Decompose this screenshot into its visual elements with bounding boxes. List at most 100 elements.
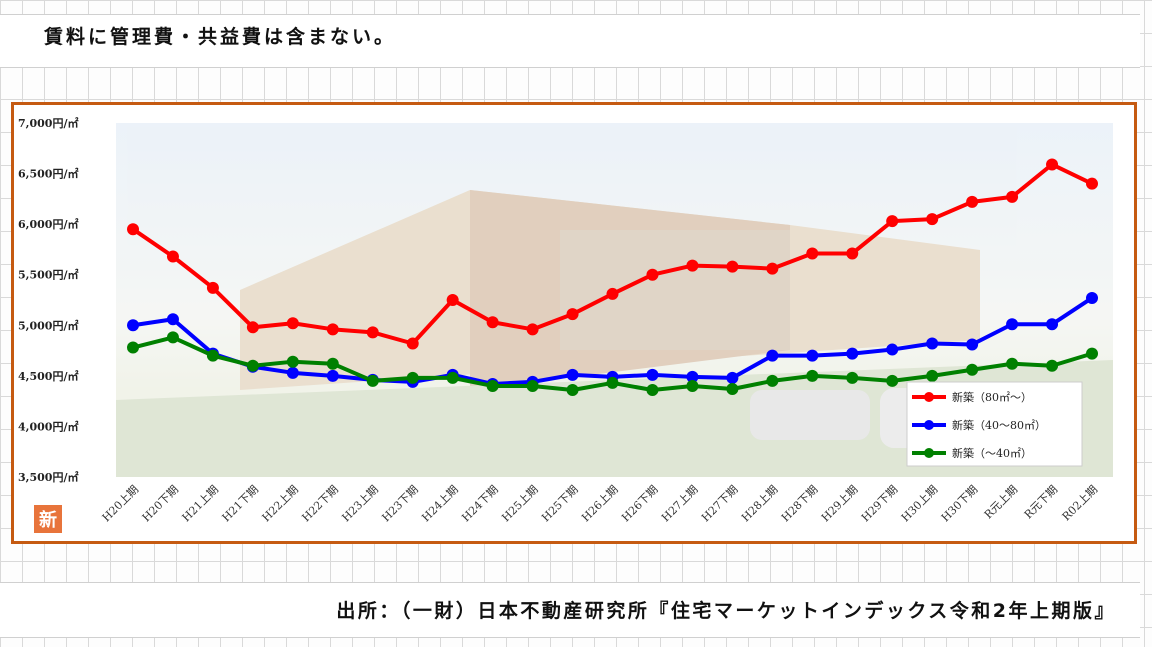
series-layer: [127, 158, 1098, 397]
y-tick-label: 5,500円/㎡: [18, 268, 78, 282]
data-point: [726, 383, 739, 396]
x-tick-label: H24下期: [459, 483, 500, 524]
series-3: [127, 331, 1098, 397]
data-point: [646, 368, 659, 381]
data-point: [406, 337, 419, 350]
data-point: [966, 363, 979, 376]
y-tick-label: 3,500円/㎡: [18, 470, 78, 484]
data-point: [326, 357, 339, 370]
data-point: [566, 308, 579, 321]
x-tick-label: H28下期: [779, 483, 820, 524]
data-point: [966, 338, 979, 351]
data-point: [286, 317, 299, 330]
x-tick-label: H28上期: [739, 483, 780, 524]
x-tick-label: H30上期: [899, 483, 940, 524]
data-point: [326, 369, 339, 382]
x-tick-label: H29下期: [859, 483, 900, 524]
data-point: [846, 347, 859, 360]
data-point: [486, 379, 499, 392]
series-1: [127, 158, 1098, 350]
data-point: [206, 281, 219, 294]
data-point: [726, 260, 739, 273]
x-tick-label: R元下期: [1022, 483, 1060, 521]
data-point: [246, 321, 259, 334]
y-tick-label: 7,000円/㎡: [18, 116, 78, 130]
data-point: [686, 379, 699, 392]
x-tick-label: H25上期: [499, 483, 540, 524]
data-point: [846, 371, 859, 384]
data-point: [926, 337, 939, 350]
data-point: [166, 313, 179, 326]
data-point: [127, 223, 139, 236]
legend-marker: [924, 448, 934, 458]
data-point: [1086, 347, 1098, 360]
data-point: [526, 323, 539, 336]
data-point: [806, 247, 819, 260]
y-tick-label: 5,000円/㎡: [18, 318, 78, 332]
x-tick-label: H26上期: [579, 483, 620, 524]
x-tick-label: R元上期: [982, 483, 1020, 521]
legend-marker: [924, 420, 934, 430]
source-band: [0, 582, 1140, 638]
data-point: [926, 369, 939, 382]
y-tick-label: 4,000円/㎡: [18, 419, 78, 433]
data-point: [1006, 190, 1019, 203]
data-point: [966, 195, 979, 208]
data-point: [886, 215, 899, 228]
x-tick-label: H24上期: [419, 483, 460, 524]
data-point: [1006, 318, 1019, 331]
source-citation: 出所：（一財）日本不動産研究所『住宅マーケットインデックス令和2年上期版』: [336, 600, 1116, 622]
data-point: [886, 343, 899, 356]
y-tick-label: 6,000円/㎡: [18, 217, 78, 231]
data-point: [606, 287, 619, 300]
data-point: [1046, 318, 1059, 331]
data-point: [766, 349, 779, 362]
data-point: [127, 341, 139, 354]
data-point: [286, 355, 299, 368]
x-tick-label: H30下期: [939, 483, 980, 524]
x-tick-label: H29上期: [819, 483, 860, 524]
data-point: [1086, 291, 1098, 304]
x-tick-label: H26下期: [619, 483, 660, 524]
y-axis: 3,500円/㎡ 4,000円/㎡ 4,500円/㎡ 5,000円/㎡ 5,500円/㎡…: [18, 116, 78, 484]
data-point: [206, 349, 219, 362]
data-point: [646, 268, 659, 281]
x-tick-label: H22上期: [260, 483, 301, 524]
data-point: [766, 262, 779, 275]
x-tick-label: R02上期: [1060, 483, 1101, 524]
data-point: [1046, 158, 1059, 171]
legend-label: 新築（80㎡～）: [952, 390, 1032, 404]
data-point: [446, 371, 459, 384]
data-point: [486, 316, 499, 329]
data-point: [886, 374, 899, 387]
data-point: [286, 366, 299, 379]
logo-badge: 新: [34, 505, 62, 533]
x-tick-label: H27上期: [659, 483, 700, 524]
background-photo: [116, 123, 1113, 477]
data-point: [1006, 357, 1019, 370]
x-axis: H20上期H20下期H21上期H21下期H22上期H22下期H23上期H23下期…: [100, 483, 1100, 524]
data-point: [606, 376, 619, 389]
data-point: [366, 326, 379, 339]
data-point: [366, 374, 379, 387]
x-tick-label: H20下期: [140, 483, 181, 524]
data-point: [1046, 359, 1059, 372]
data-point: [766, 374, 779, 387]
data-point: [526, 379, 539, 392]
data-point: [566, 384, 579, 397]
data-point: [846, 247, 859, 260]
data-point: [446, 294, 459, 306]
data-point: [1086, 177, 1098, 190]
legend-marker: [924, 392, 934, 402]
x-tick-label: H22下期: [299, 483, 340, 524]
data-point: [127, 319, 139, 332]
data-point: [686, 259, 699, 272]
x-tick-label: H23上期: [339, 483, 380, 524]
x-tick-label: H25下期: [539, 483, 580, 524]
data-point: [806, 369, 819, 382]
legend-label: 新築（40～80㎡）: [952, 418, 1046, 432]
data-point: [166, 250, 179, 263]
note-band: [0, 14, 1140, 68]
data-point: [326, 323, 339, 336]
